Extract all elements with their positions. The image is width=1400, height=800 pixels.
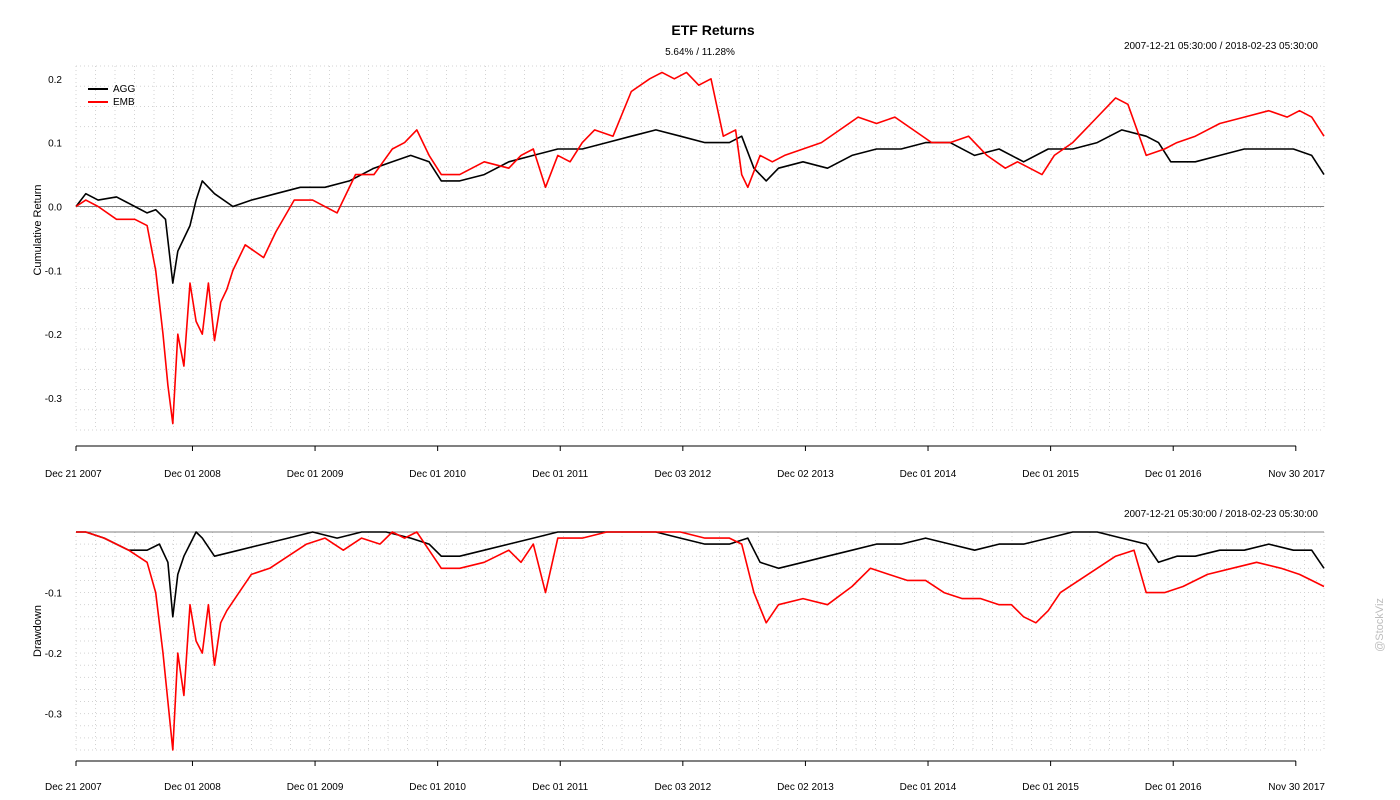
x-tick-label: Dec 01 2016 — [1145, 782, 1202, 793]
watermark: @StockViz — [1374, 598, 1386, 652]
bottom-series — [76, 531, 1325, 751]
x-tick-label: Dec 01 2016 — [1145, 469, 1202, 480]
legend: AGG EMB — [88, 84, 135, 108]
y-tick-label: -0.3 — [45, 394, 63, 405]
bottom-y-axis-label: Drawdown — [32, 605, 44, 657]
y-tick-label: 0.2 — [48, 75, 62, 86]
top-y-axis: 0.2 0.1 0.0 -0.1 -0.2 -0.3 — [45, 75, 63, 405]
top-y-axis-label: Cumulative Return — [32, 184, 44, 275]
date-range-bottom: 2007-12-21 05:30:00 / 2018-02-23 05:30:0… — [1124, 509, 1318, 520]
y-tick-label: -0.2 — [45, 649, 63, 660]
chart-subtitle: 5.64% / 11.28% — [665, 47, 735, 58]
x-tick-label: Dec 01 2008 — [164, 782, 221, 793]
x-tick-label: Dec 01 2015 — [1022, 469, 1079, 480]
y-tick-label: -0.1 — [45, 266, 63, 277]
x-tick-label: Dec 03 2012 — [654, 469, 711, 480]
x-tick-label: Dec 01 2014 — [900, 469, 957, 480]
y-tick-label: -0.3 — [45, 710, 63, 721]
y-tick-label: -0.2 — [45, 330, 63, 341]
date-range-top: 2007-12-21 05:30:00 / 2018-02-23 05:30:0… — [1124, 41, 1318, 52]
y-tick-label: 0.0 — [48, 202, 62, 213]
y-tick-label: -0.1 — [45, 589, 63, 600]
x-tick-label: Dec 01 2011 — [532, 782, 588, 793]
x-tick-label: Dec 01 2015 — [1022, 782, 1079, 793]
x-tick-label: Dec 03 2012 — [654, 782, 711, 793]
series-line-emb — [76, 531, 1325, 751]
series-line-agg — [75, 129, 1325, 284]
bottom-y-axis: -0.1 -0.2 -0.3 — [45, 589, 63, 721]
x-tick-label: Dec 01 2010 — [409, 782, 466, 793]
x-tick-label: Nov 30 2017 — [1268, 469, 1325, 480]
x-tick-label: Dec 01 2009 — [287, 782, 344, 793]
x-tick-label: Dec 01 2010 — [409, 469, 466, 480]
bottom-x-axis: Dec 21 2007 Dec 01 2008 Dec 01 2009 Dec 01 … — [45, 760, 1325, 793]
bottom-grid — [75, 531, 1325, 751]
x-tick-label: Dec 01 2008 — [164, 469, 221, 480]
legend-label-agg: AGG — [113, 84, 135, 95]
x-tick-label: Dec 01 2014 — [900, 782, 957, 793]
x-tick-label: Dec 01 2011 — [532, 469, 588, 480]
x-tick-label: Dec 02 2013 — [777, 782, 834, 793]
chart-title: ETF Returns — [671, 22, 754, 38]
top-grid — [75, 65, 1325, 431]
x-tick-label: Dec 21 2007 — [45, 469, 102, 480]
top-series — [75, 71, 1325, 425]
series-line-emb — [75, 71, 1325, 425]
x-tick-label: Nov 30 2017 — [1268, 782, 1325, 793]
drawdown-panel: -0.1 -0.2 -0.3 Dec 21 2007 Dec 01 2008 Dec 0… — [32, 531, 1325, 793]
legend-label-emb: EMB — [113, 97, 135, 108]
y-tick-label: 0.1 — [48, 139, 62, 150]
x-tick-label: Dec 02 2013 — [777, 469, 834, 480]
top-x-axis: Dec 21 2007 Dec 01 2008 Dec 01 2009 Dec 01 … — [45, 445, 1325, 480]
cumulative-return-panel: 0.2 0.1 0.0 -0.1 -0.2 -0.3 Dec 21 2007 Dec 01 … — [32, 65, 1325, 480]
x-tick-label: Dec 01 2009 — [287, 469, 344, 480]
x-tick-label: Dec 21 2007 — [45, 782, 102, 793]
